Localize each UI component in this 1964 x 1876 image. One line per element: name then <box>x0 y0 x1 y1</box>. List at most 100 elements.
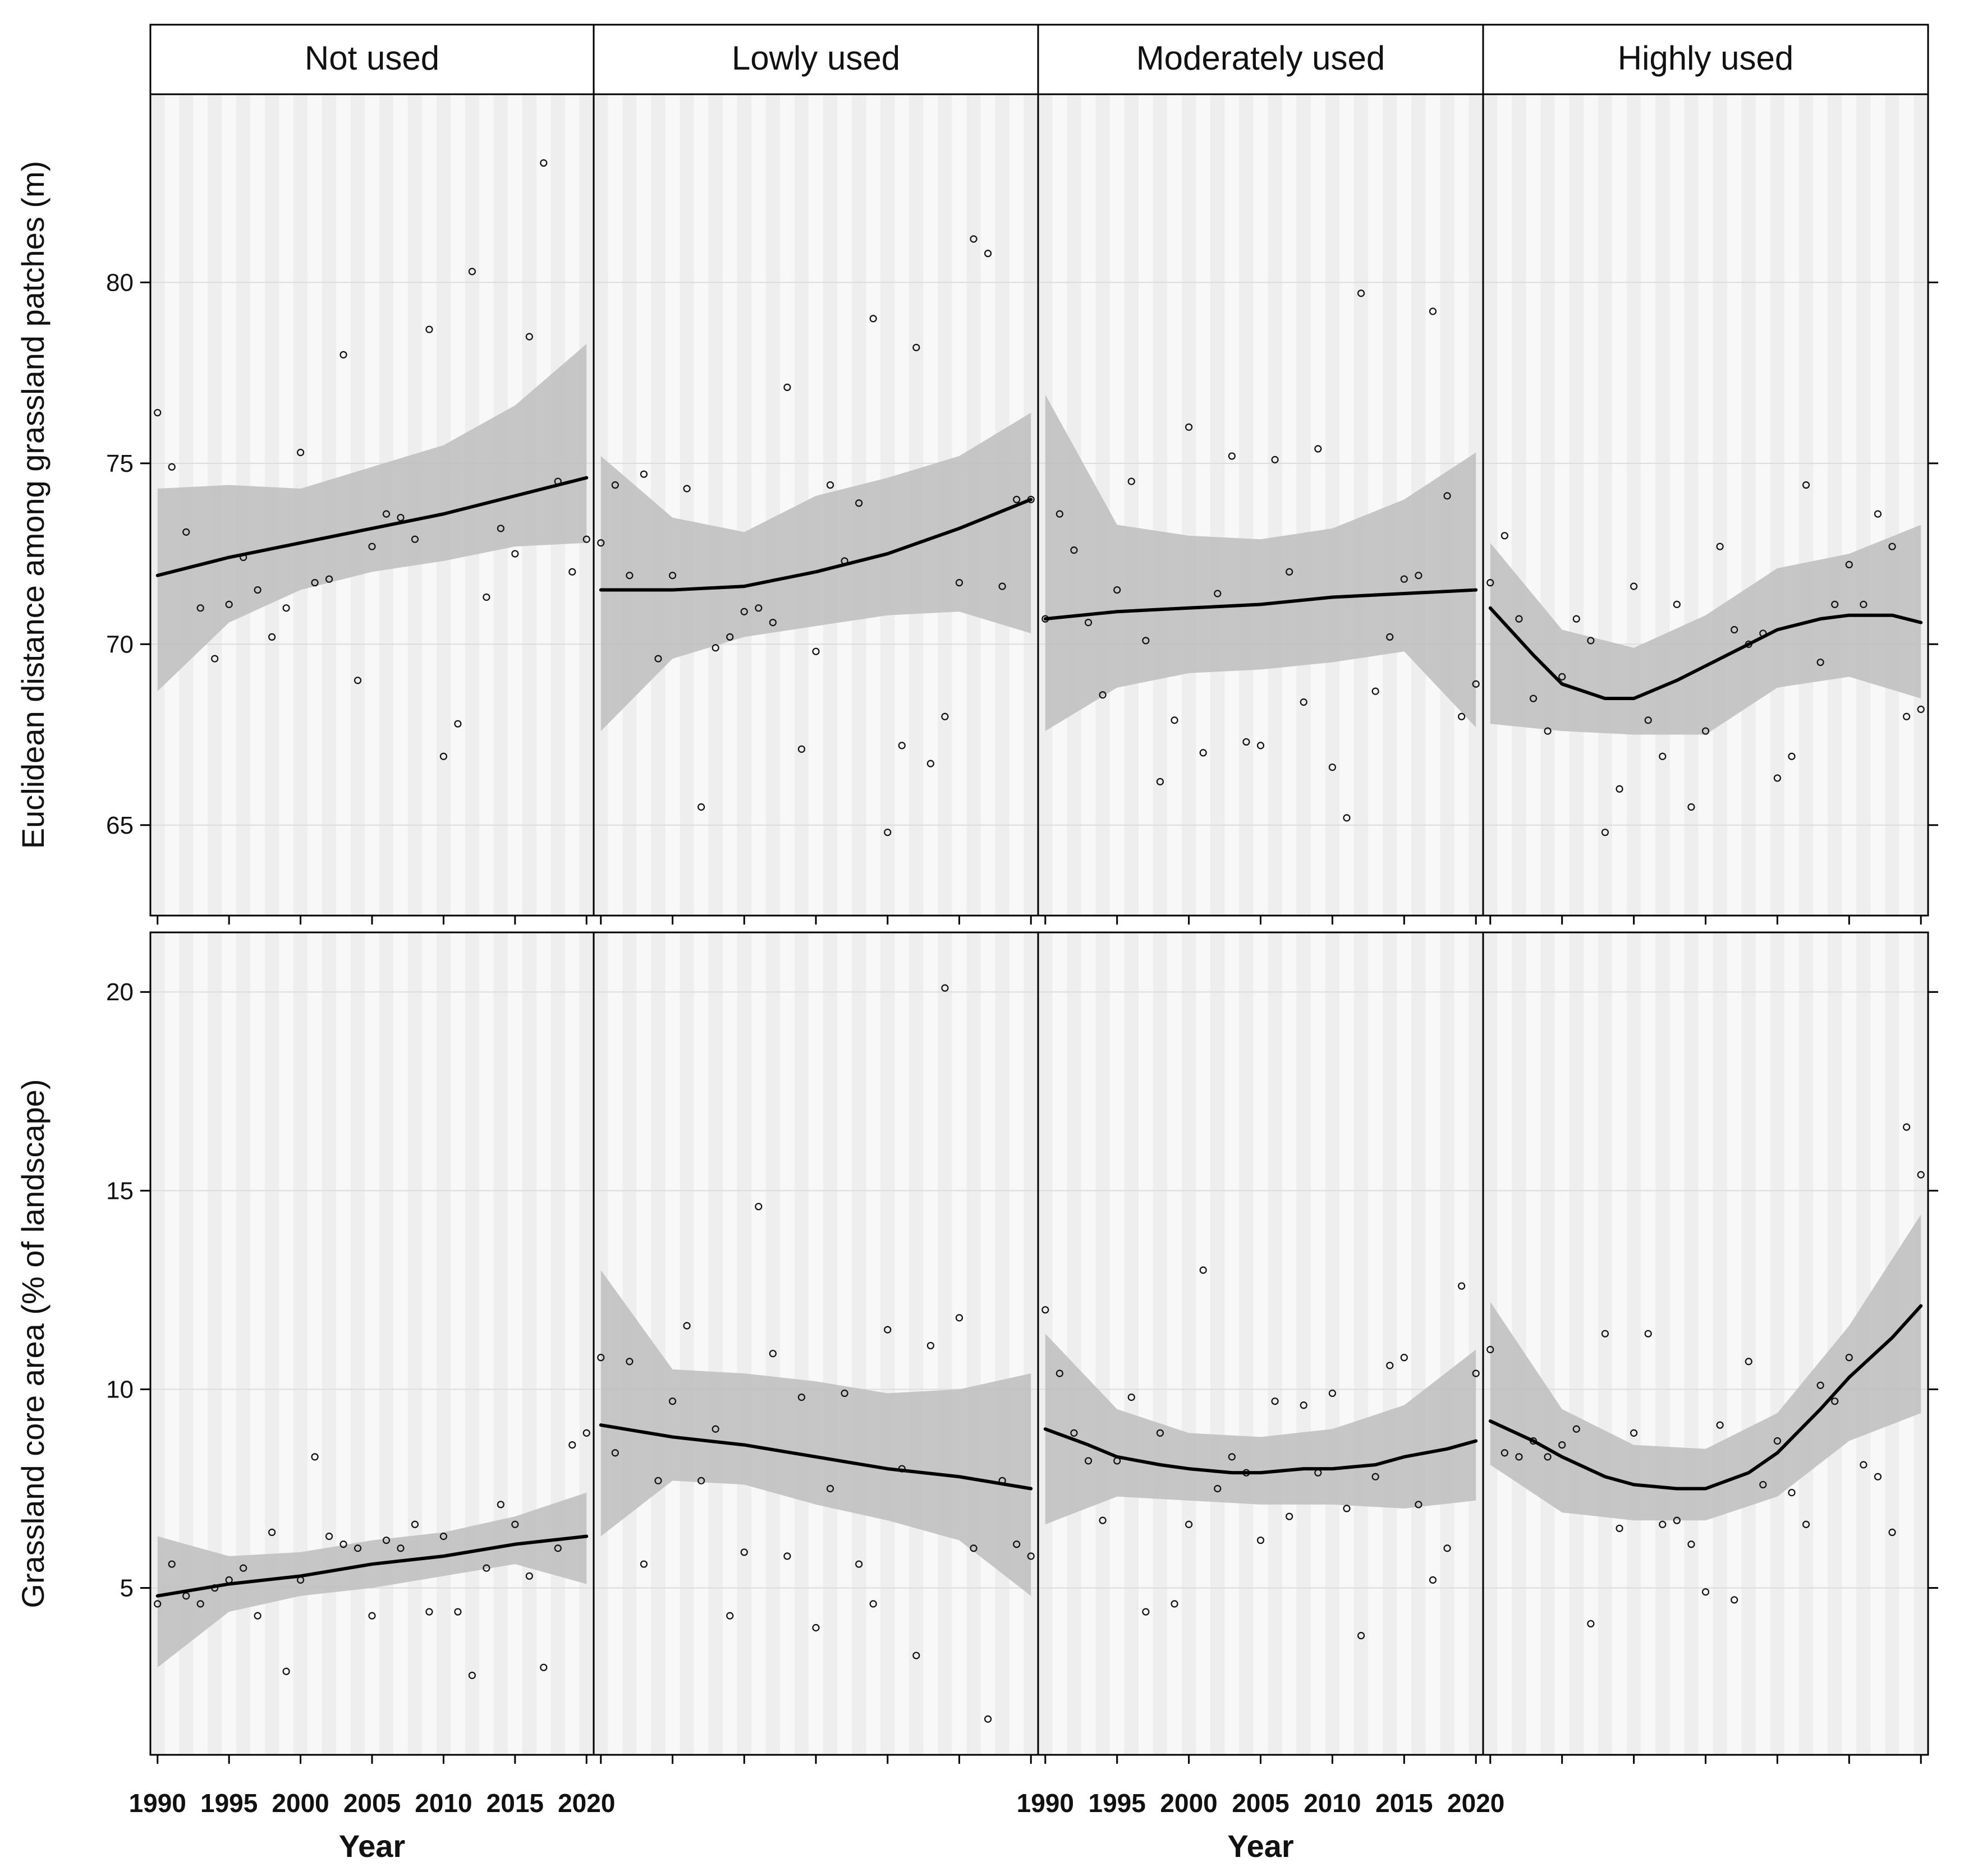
year-stripe <box>1913 94 1928 916</box>
year-stripe <box>1167 932 1182 1755</box>
data-point <box>698 1477 705 1484</box>
year-stripe <box>1540 932 1555 1755</box>
year-stripe <box>737 932 752 1755</box>
year-stripe <box>894 932 910 1755</box>
year-stripe <box>1181 94 1196 916</box>
data-point <box>1616 1524 1623 1532</box>
data-point <box>282 604 290 612</box>
year-stripe <box>1397 932 1412 1755</box>
year-stripe <box>1181 932 1196 1755</box>
data-point <box>1616 785 1623 793</box>
year-stripe <box>1641 932 1655 1755</box>
data-point <box>912 343 920 352</box>
year-stripe <box>336 932 351 1755</box>
data-point <box>483 1564 490 1572</box>
data-point <box>1056 510 1063 518</box>
year-stripe <box>708 94 723 916</box>
data-point <box>1084 619 1093 627</box>
data-point <box>1572 1425 1580 1433</box>
data-point <box>1687 803 1695 811</box>
data-point <box>1242 738 1250 746</box>
year-stripe <box>1727 94 1742 916</box>
y-tick-label: 15 <box>106 1177 134 1204</box>
year-stripe <box>1469 932 1483 1755</box>
year-stripe <box>966 932 981 1755</box>
data-point <box>511 550 519 558</box>
data-point <box>268 633 276 641</box>
year-stripe <box>436 932 451 1755</box>
data-point <box>783 1552 791 1560</box>
x-tick-label: 2010 <box>1304 1788 1361 1818</box>
data-point <box>225 600 233 608</box>
data-point <box>397 513 405 522</box>
year-stripe <box>479 932 494 1755</box>
year-stripe <box>980 932 995 1755</box>
year-stripe <box>1253 94 1268 916</box>
year-stripe <box>1655 932 1670 1755</box>
row-group-core_area <box>149 931 1929 1764</box>
x-tick-label: 2015 <box>487 1788 544 1818</box>
data-point <box>1731 626 1738 634</box>
data-point <box>1486 579 1494 587</box>
y-tick-label: 75 <box>106 450 134 477</box>
data-point <box>1500 532 1508 540</box>
x-tick-label: 2020 <box>1447 1788 1504 1818</box>
data-point <box>855 499 863 507</box>
y-tick-label: 5 <box>120 1575 134 1602</box>
year-stripe <box>823 932 838 1755</box>
data-point <box>1544 727 1552 735</box>
year-stripe <box>1770 932 1785 1755</box>
year-stripe <box>837 932 852 1755</box>
data-point <box>1716 542 1724 550</box>
data-point <box>554 1544 562 1552</box>
data-point <box>439 1532 448 1541</box>
data-point <box>1515 1453 1523 1461</box>
year-stripe <box>1196 94 1210 916</box>
year-stripe <box>1569 94 1584 916</box>
year-stripe <box>1139 932 1153 1755</box>
data-point <box>1343 1505 1351 1512</box>
data-point <box>1400 1354 1408 1362</box>
year-stripe <box>851 932 866 1755</box>
data-point <box>168 1560 176 1568</box>
data-point <box>1228 452 1236 460</box>
year-stripe <box>1139 94 1153 916</box>
y-tick-label: 20 <box>106 978 134 1006</box>
year-stripe <box>680 94 694 916</box>
trend-line <box>1488 1304 1923 1491</box>
year-stripe <box>1584 94 1598 916</box>
year-stripe <box>1626 932 1641 1755</box>
data-point <box>926 760 934 767</box>
data-point <box>740 1548 748 1556</box>
data-point <box>497 1501 504 1509</box>
year-stripe <box>722 932 737 1755</box>
year-stripe <box>1325 94 1340 916</box>
data-point <box>1745 1358 1752 1365</box>
confidence-band <box>1490 1214 1921 1521</box>
data-point <box>668 572 677 580</box>
trend-line <box>599 1423 1033 1491</box>
year-stripe <box>1282 932 1297 1755</box>
data-point <box>1888 1528 1896 1537</box>
year-stripe <box>1598 94 1613 916</box>
data-point <box>411 1520 419 1528</box>
year-stripe <box>1540 94 1555 916</box>
year-stripe <box>1669 94 1685 916</box>
year-stripe <box>1239 94 1254 916</box>
year-stripe <box>1741 932 1756 1755</box>
year-stripe <box>1325 932 1340 1755</box>
year-stripe <box>1598 932 1613 1755</box>
data-point <box>1601 829 1609 836</box>
year-stripe <box>1798 932 1814 1755</box>
data-point <box>154 408 162 417</box>
year-stripe <box>751 932 766 1755</box>
year-stripe <box>765 94 781 916</box>
data-point <box>1673 600 1681 608</box>
data-point <box>1300 1401 1307 1409</box>
year-stripe <box>1382 932 1397 1755</box>
data-point <box>339 351 347 358</box>
data-point <box>1802 481 1810 489</box>
x-tick-label: 1990 <box>129 1788 186 1818</box>
year-stripe <box>938 932 952 1755</box>
x-tick-label: 2010 <box>415 1788 472 1818</box>
